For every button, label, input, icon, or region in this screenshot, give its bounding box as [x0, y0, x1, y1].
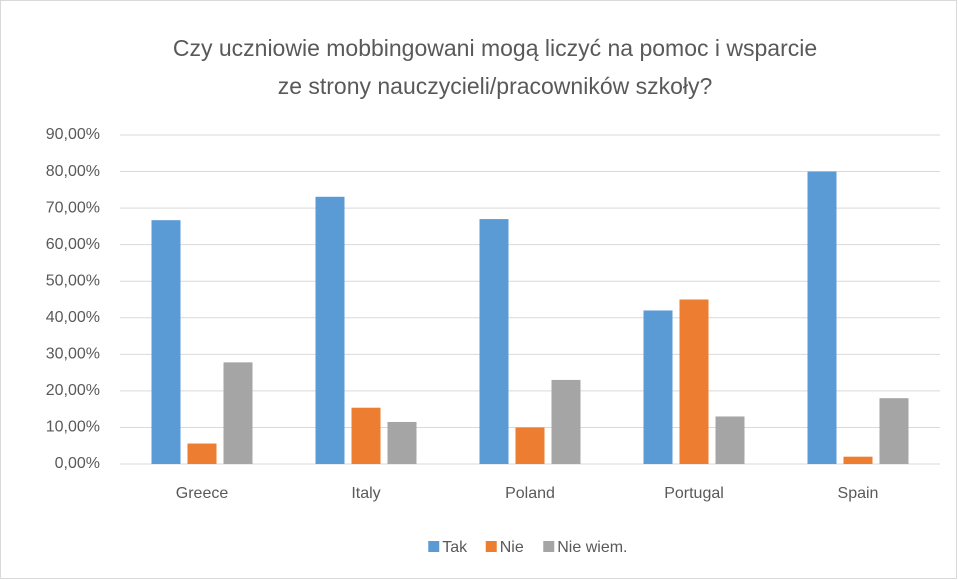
bar: [679, 299, 709, 464]
y-tick-label: 0,00%: [55, 455, 100, 472]
bar: [351, 407, 381, 464]
x-tick-label: Greece: [176, 485, 229, 502]
legend-label: Nie: [500, 539, 524, 556]
bar: [223, 362, 253, 464]
y-tick-label: 80,00%: [46, 163, 100, 180]
y-tick-label: 50,00%: [46, 272, 100, 289]
y-tick-label: 60,00%: [46, 236, 100, 253]
legend-label: Nie wiem.: [557, 539, 627, 556]
y-tick-label: 90,00%: [46, 126, 100, 143]
bar: [479, 219, 509, 464]
bar: [515, 427, 545, 464]
legend-swatch: [428, 541, 440, 552]
bar: [843, 456, 873, 464]
bar: [151, 220, 181, 464]
legend-label: Tak: [442, 539, 468, 556]
bar: [879, 398, 909, 464]
y-tick-label: 20,00%: [46, 382, 100, 399]
bar: [315, 196, 345, 465]
x-tick-label: Portugal: [664, 485, 724, 502]
y-tick-label: 70,00%: [46, 199, 100, 216]
legend-swatch: [543, 541, 555, 552]
y-tick-label: 30,00%: [46, 346, 100, 363]
bar: [715, 416, 745, 464]
bar: [643, 310, 673, 464]
bar: [551, 379, 581, 464]
chart-title: ze strony nauczycieli/pracowników szkoły…: [278, 73, 713, 99]
chart-title: Czy uczniowie mobbingowani mogą liczyć n…: [173, 35, 817, 61]
y-tick-label: 40,00%: [46, 309, 100, 326]
bar: [387, 421, 417, 464]
x-tick-label: Poland: [505, 485, 555, 502]
x-tick-label: Italy: [351, 485, 380, 502]
bar: [807, 171, 837, 465]
legend-swatch: [485, 541, 497, 552]
bar: [187, 443, 217, 464]
x-tick-label: Spain: [838, 485, 879, 502]
y-tick-label: 10,00%: [46, 419, 100, 436]
